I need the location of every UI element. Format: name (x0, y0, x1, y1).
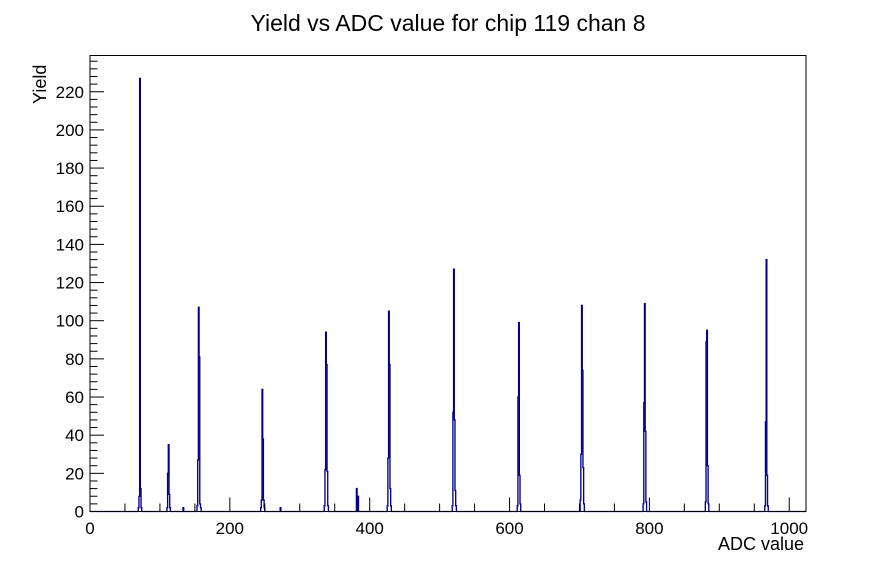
y-tick-label: 100 (56, 312, 84, 331)
x-tick-label: 800 (635, 519, 663, 538)
x-tick-label: 1000 (770, 519, 808, 538)
y-axis-title: Yield (30, 65, 50, 104)
y-tick-label: 200 (56, 121, 84, 140)
histogram-line (90, 77, 806, 513)
x-tick-label: 400 (356, 519, 384, 538)
x-tick-label: 200 (216, 519, 244, 538)
y-tick-label: 220 (56, 83, 84, 102)
y-tick-label: 20 (65, 464, 84, 483)
x-axis-title: ADC value (718, 534, 804, 554)
y-tick-label: 80 (65, 350, 84, 369)
y-tick-label: 160 (56, 197, 84, 216)
y-tick-label: 140 (56, 235, 84, 254)
y-tick-label: 180 (56, 159, 84, 178)
x-tick-label: 0 (85, 519, 94, 538)
chart-title: Yield vs ADC value for chip 119 chan 8 (250, 10, 646, 36)
y-tick-label: 60 (65, 388, 84, 407)
y-tick-label: 0 (75, 503, 84, 522)
x-tick-label: 600 (495, 519, 523, 538)
plot-frame (89, 55, 807, 512)
y-tick-label: 40 (65, 426, 84, 445)
y-tick-label: 120 (56, 274, 84, 293)
